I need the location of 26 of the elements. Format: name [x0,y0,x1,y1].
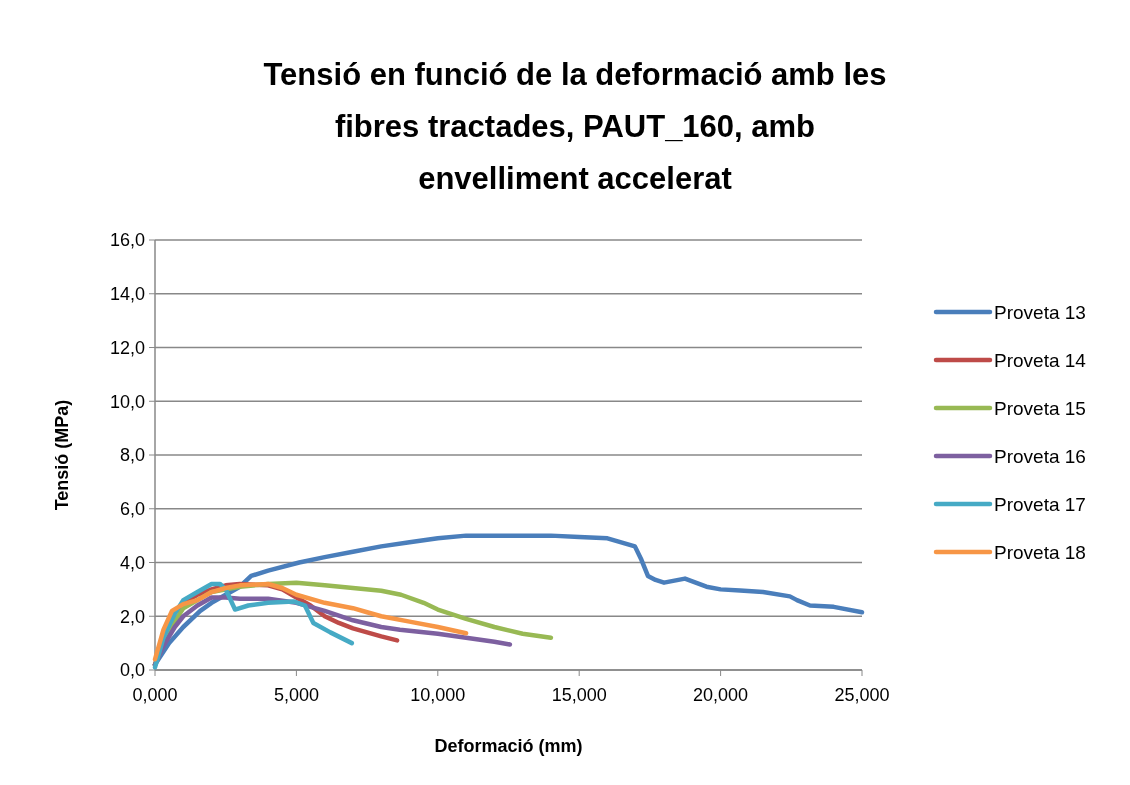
y-tick-label: 10,0 [109,391,145,412]
legend-label: Proveta 13 [994,301,1086,323]
legend-label: Proveta 18 [994,541,1086,563]
y-tick-label: 6,0 [119,499,145,520]
line-series [152,581,355,670]
y-tick-label: 2,0 [119,606,145,627]
y-axis-title: Tensió (MPa) [52,399,72,511]
y-tick-label: 14,0 [109,284,145,305]
legend-label: Proveta 16 [994,445,1086,467]
x-tick-label: 10,000 [410,685,466,705]
x-tick-label: 5,000 [273,685,319,705]
x-axis-title: Deformació (mm) [434,736,583,756]
x-tick-label: 0,000 [132,685,178,705]
line-series [152,581,469,662]
x-tick-label: 15,000 [551,685,607,705]
legend-label: Proveta 15 [994,397,1086,419]
y-tick-label: 4,0 [119,552,145,573]
x-tick-label: 25,000 [834,685,890,705]
x-tick-label: 20,000 [693,685,749,705]
y-tick-label: 0,0 [119,660,145,681]
legend-label: Proveta 17 [994,493,1086,515]
y-tick-label: 16,0 [109,230,145,251]
y-tick-label: 12,0 [109,337,145,358]
y-tick-label: 8,0 [119,445,145,466]
chart-title: Tensió en funció de la deformació amb les fibres tractades, PAUT_160, amb envelliment accelerat [263,57,887,196]
legend-label: Proveta 14 [994,349,1087,371]
